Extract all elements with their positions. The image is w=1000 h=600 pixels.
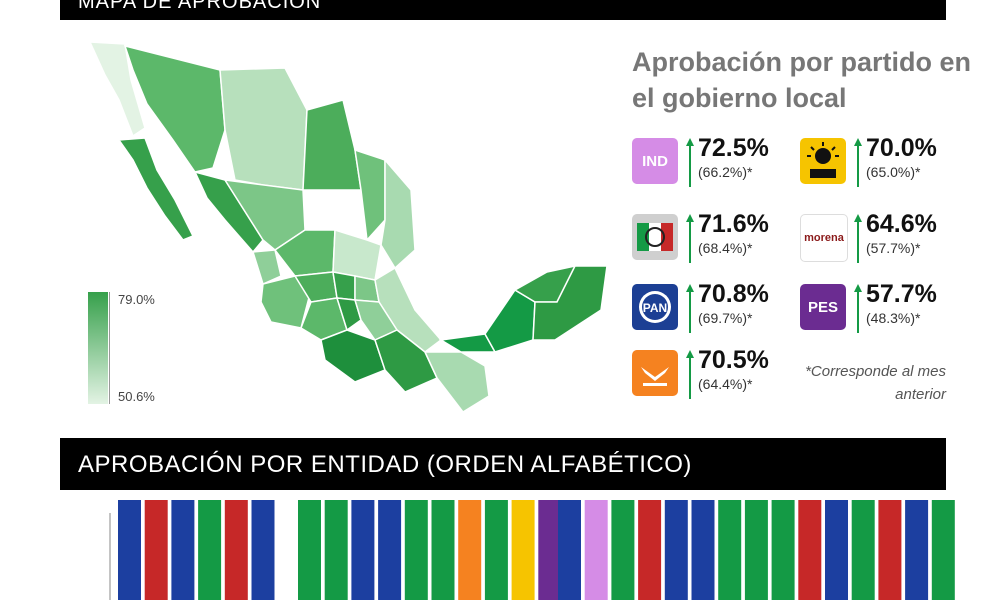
bar [664,500,688,600]
bar [458,500,482,600]
footnote-previous-month: *Corresponde al mes anterior [805,363,946,403]
party-previous-value: (66.2%)* [698,164,753,180]
map-state-campeche [484,288,536,353]
bar [798,500,822,600]
party-previous-value: (48.3%)* [866,310,921,326]
party-approval-value: 70.8% [698,280,769,308]
bar [558,500,581,600]
trend-up-arrow-icon [686,350,694,399]
bar [611,500,635,600]
legend-min-label: 50.6% [118,389,155,404]
map-state-chihuahua [219,67,308,191]
pes-logo-icon: PES [800,284,846,330]
party-card-pes: PES 57.7% (48.3%)* [800,280,970,334]
bar [484,500,508,600]
bars-group: 66.460.677.878.270.659.973.969.172.473.0… [118,500,955,600]
trend-up-arrow-icon [686,284,694,333]
bar [298,500,321,600]
bar [378,500,402,600]
bar [744,500,768,600]
bar [538,500,562,600]
svg-text:PAN: PAN [643,301,667,315]
party-card-morena: morena 64.6% (57.7%)* [800,210,970,264]
bar [351,500,375,600]
map-state-nuevo-leon [354,148,386,242]
party-card-ind: IND 72.5% (66.2%)* [632,134,802,188]
party-approval-value: 70.5% [698,346,769,374]
map-state-chiapas [423,351,490,413]
bar [584,500,608,600]
party-card-prd: 70.0% (65.0%)* [800,134,970,188]
entity-bar-chart: 807060 66.460.677.878.270.659.973.969.17… [109,500,955,600]
map-state-queretaro [332,271,356,301]
legend-axis-line [109,292,110,404]
bar [825,500,848,600]
mexico-approval-map [88,41,608,413]
pri-tricolor-icon [637,223,673,251]
map-state-coahuila [302,99,362,191]
legend-gradient-bar [88,292,108,404]
party-previous-value: (57.7%)* [866,240,921,256]
trend-up-arrow-icon [854,138,862,187]
party-previous-value: (64.4%)* [698,376,753,392]
mc-logo-icon [632,350,678,396]
map-section-banner: MAPA DE APROBACIÓN [60,0,946,20]
bar [431,500,455,600]
map-state-quintana-roo [532,265,608,341]
prd-sun-icon [807,142,839,178]
party-card-mc: 70.5% (64.4%)* [632,346,802,400]
bar [118,500,141,600]
bar [638,500,662,600]
map-state-tamaulipas [380,157,416,270]
bar [511,500,535,600]
legend-max-label: 79.0% [118,292,155,307]
party-approval-value: 70.0% [866,134,937,162]
bar [851,500,875,600]
party-card-pri: 71.6% (68.4%)* [632,210,802,264]
bar [144,500,168,600]
bar [404,500,428,600]
party-approval-value: 64.6% [866,210,937,238]
bar [771,500,795,600]
party-approval-value: 57.7% [866,280,937,308]
mc-eagle-icon [641,367,669,386]
trend-up-arrow-icon [686,138,694,187]
trend-up-arrow-icon [686,214,694,263]
trend-up-arrow-icon [854,214,862,263]
bar [324,500,348,600]
map-state-baja-california-sur [117,137,195,241]
entity-section-banner: APROBACIÓN POR ENTIDAD (ORDEN ALFABÉTICO… [60,438,946,490]
party-previous-value: (65.0%)* [866,164,921,180]
morena-logo-icon: morena [800,214,848,262]
bar [718,500,742,600]
party-approval-value: 71.6% [698,210,769,238]
bar [931,500,955,600]
ind-logo-icon: IND [632,138,678,184]
bar [198,500,222,600]
bar [171,500,195,600]
party-approval-value: 72.5% [698,134,769,162]
party-previous-value: (69.7%)* [698,310,753,326]
party-panel-title: Aprobación por partido en el gobierno lo… [632,47,972,113]
prd-logo-icon [800,138,846,184]
bar [905,500,929,600]
pri-logo-icon [632,214,678,260]
bar [691,500,715,600]
map-section-title: MAPA DE APROBACIÓN [78,0,322,13]
map-state-nayarit [252,249,282,286]
trend-up-arrow-icon [854,284,862,333]
entity-section-title: APROBACIÓN POR ENTIDAD (ORDEN ALFABÉTICO… [78,451,692,478]
bar [878,500,902,600]
pan-logo-icon: PAN [632,284,678,330]
party-previous-value: (68.4%)* [698,240,753,256]
pan-circle-icon: PAN [639,291,671,323]
party-card-pan: PAN 70.8% (69.7%)* [632,280,802,334]
bar [251,500,275,600]
bar [224,500,248,600]
map-state-san-luis-potosi [332,228,382,281]
